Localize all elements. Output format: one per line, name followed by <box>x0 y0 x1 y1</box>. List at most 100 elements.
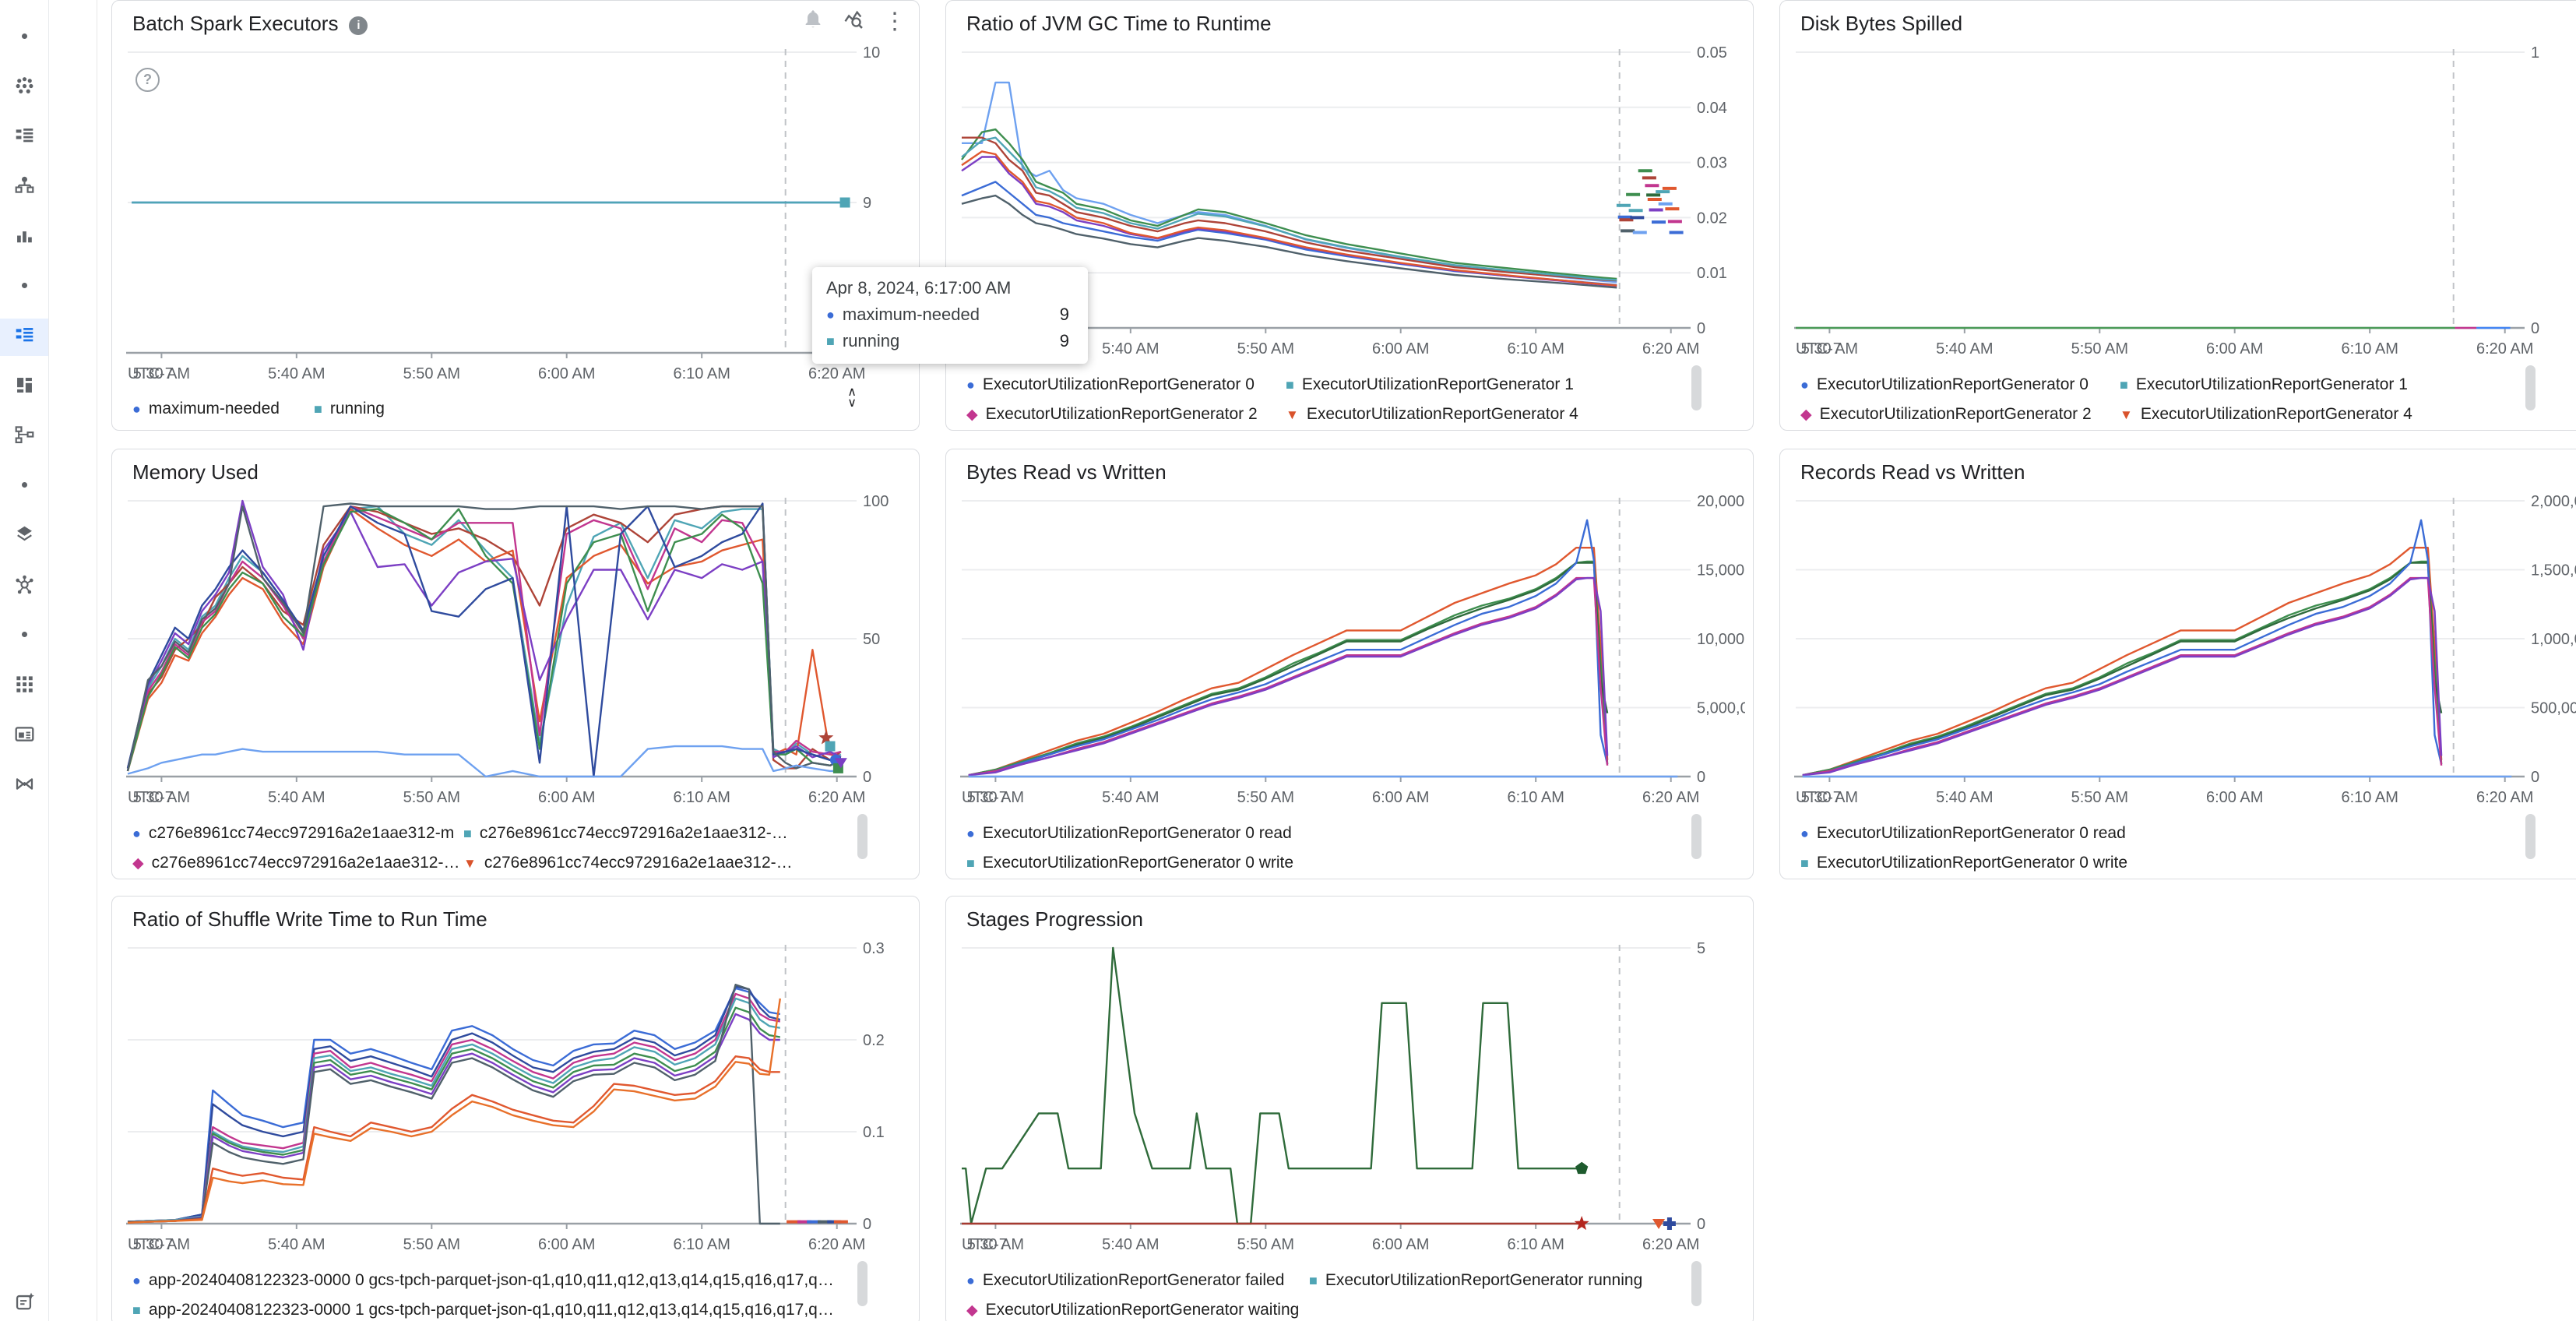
tree-icon <box>14 175 35 200</box>
svg-text:5: 5 <box>1697 940 1705 957</box>
legend-scrollbar[interactable] <box>2525 365 2536 410</box>
legend-item[interactable]: ● ExecutorUtilizationReportGenerator 0 re… <box>966 819 1332 848</box>
legend-item[interactable]: ◆ ExecutorUtilizationReportGenerator wait… <box>966 1295 1309 1321</box>
legend-item[interactable]: ● ExecutorUtilizationReportGenerator 0 <box>966 370 1286 400</box>
panel-title: Batch Spark Executors i <box>132 12 368 36</box>
sidebar-item-list-2[interactable] <box>0 119 48 157</box>
svg-text:5,000,000,000: 5,000,000,000 <box>1697 700 1745 717</box>
legend-label: ExecutorUtilizationReportGenerator 0 rea… <box>982 824 1292 842</box>
legend-collapse-button[interactable]: ∧ ∨ <box>847 386 857 410</box>
legend-label: maximum-needed <box>148 400 280 417</box>
sidebar-item-dot-0[interactable] <box>0 19 48 57</box>
legend-item[interactable]: ■ ExecutorUtilizationReportGenerator 1 <box>2120 370 2439 400</box>
legend-item[interactable]: ■ ExecutorUtilizationReportGenerator 0 wr… <box>1800 848 2166 878</box>
legend-square-icon: ■ <box>313 401 322 417</box>
legend-scrollbar[interactable] <box>857 814 867 859</box>
svg-text:5:40 AM: 5:40 AM <box>1102 789 1159 806</box>
legend-label: ExecutorUtilizationReportGenerator 0 <box>1816 375 2089 393</box>
svg-text:0.02: 0.02 <box>1697 210 1727 227</box>
chart-canvas[interactable]: 20,000,000,000 15,000,000,000 10,000,000,0… <box>960 493 1745 812</box>
sidebar-item-dot-12[interactable] <box>0 618 48 655</box>
legend-circle-icon: ● <box>132 826 141 841</box>
svg-text:5:50 AM: 5:50 AM <box>1237 789 1294 806</box>
chart-canvas[interactable]: 100 50 0 5:30 AM 5:40 AM 5:50 AM 6:00 AM 6:10 A… <box>126 493 911 812</box>
chart-canvas[interactable]: 10985:30 AM5:40 AM5:50 AM6:00 AM6:10 AM6… <box>126 44 911 389</box>
add-alert-icon[interactable] <box>802 9 824 34</box>
chart-canvas[interactable]: 0.3 0.2 0.1 0 5:30 AM 5:40 AM 5:50 AM 6:00 AM 6:… <box>126 940 911 1259</box>
legend-item[interactable]: ◆ ExecutorUtilizationReportGenerator 2 <box>966 400 1286 430</box>
svg-text:6:20 AM: 6:20 AM <box>808 1236 865 1253</box>
sidebar-item-dot-5[interactable] <box>0 269 48 306</box>
legend-scrollbar[interactable] <box>1691 814 1701 859</box>
legend-item[interactable]: ▼ ExecutorUtilizationReportGenerator 4 <box>2120 400 2439 430</box>
hub-icon <box>14 574 35 599</box>
tooltip-timestamp: Apr 8, 2024, 6:17:00 AM <box>826 278 1012 298</box>
panel-title: Records Read vs Written <box>1800 460 2025 484</box>
legend-scrollbar[interactable] <box>2525 814 2536 859</box>
svg-text:0.03: 0.03 <box>1697 155 1727 172</box>
legend-item[interactable]: ◆ c276e8961cc74ecc972916a2e1aae312-w-1 <box>132 848 463 879</box>
info-icon[interactable]: i <box>349 16 368 35</box>
legend-item[interactable]: ■ c276e8961cc74ecc972916a2e1aae312-w-0 <box>463 819 794 848</box>
legend-item[interactable]: ● maximum-needed <box>132 394 280 424</box>
svg-text:6:00 AM: 6:00 AM <box>538 789 595 806</box>
legend-item[interactable]: ◆ExecutorUtilizationReportGenerator 1 re… <box>1800 878 2166 879</box>
tooltip-row: ● maximum-needed 9 <box>826 305 1074 325</box>
svg-text:6:00 AM: 6:00 AM <box>1372 1236 1429 1253</box>
chart-canvas[interactable]: 5 0 5:30 AM 5:40 AM 5:50 AM 6:00 AM 6:10 AM 6:2… <box>960 940 1745 1259</box>
svg-text:5:30 AM: 5:30 AM <box>967 1236 1024 1253</box>
svg-text:UTC-7: UTC-7 <box>1796 340 1842 358</box>
legend-item[interactable]: ■ ExecutorUtilizationReportGenerator 1 <box>1286 370 1605 400</box>
sidebar-item-card-14[interactable] <box>0 717 48 755</box>
legend-item[interactable]: ● ExecutorUtilizationReportGenerator 0 re… <box>1800 819 2166 848</box>
legend-circle-icon: ● <box>1800 826 1809 841</box>
legend-item[interactable]: ● ExecutorUtilizationReportGenerator fail… <box>966 1266 1309 1295</box>
sidebar-item-widgets-7[interactable] <box>0 368 48 406</box>
legend-item[interactable]: ■ running <box>314 394 385 424</box>
legend-item[interactable]: ● app-20240408122323-0000 0 gcs-tpch-parq… <box>132 1266 841 1295</box>
legend-label: ExecutorUtilizationReportGenerator waiti… <box>985 1301 1300 1319</box>
chart-legend: ● ExecutorUtilizationReportGenerator 0 re… <box>1800 819 2509 879</box>
svg-text:5:40 AM: 5:40 AM <box>1936 789 1993 806</box>
chart-canvas[interactable]: 1 0 5:30 AM 5:40 AM 5:50 AM 6:00 AM 6:10 AM 6:2… <box>1794 44 2576 364</box>
svg-text:6:00 AM: 6:00 AM <box>1372 789 1429 806</box>
more-options-icon[interactable]: ⋮ <box>883 8 906 34</box>
svg-text:6:20 AM: 6:20 AM <box>1642 340 1699 358</box>
legend-item[interactable]: ▼ ExecutorUtilizationReportGenerator 4 <box>1286 400 1605 430</box>
explore-chart-icon[interactable] <box>843 9 864 34</box>
svg-text:0.1: 0.1 <box>863 1124 885 1141</box>
legend-diamond-icon: ◆ <box>132 855 144 872</box>
legend-item[interactable]: ▼ c276e8961cc74ecc972916a2e1aae312-w-2 <box>463 848 794 879</box>
legend-item[interactable]: ● ExecutorUtilizationReportGenerator 0 <box>1800 370 2120 400</box>
legend-item[interactable]: ■ ExecutorUtilizationReportGenerator runn… <box>1309 1266 1652 1295</box>
legend-scrollbar[interactable] <box>857 1261 867 1306</box>
legend-item[interactable]: ■ ExecutorUtilizationReportGenerator 0 wr… <box>966 848 1332 878</box>
sidebar-item-grid-13[interactable] <box>0 668 48 705</box>
panel-ratio-of-shuffle-write-time-to-run-time: Ratio of Shuffle Write Time to Run Time 0… <box>111 896 920 1321</box>
panel-title: Disk Bytes Spilled <box>1800 12 1962 36</box>
panel-title-text: Batch Spark Executors <box>132 12 339 35</box>
legend-item[interactable]: ◆ExecutorUtilizationReportGenerator 1 re… <box>966 878 1332 879</box>
help-icon[interactable]: ? <box>135 68 160 92</box>
sidebar-item-flow-8[interactable] <box>0 418 48 456</box>
sidebar-item-dot-9[interactable] <box>0 468 48 506</box>
sidebar-item-tree-3[interactable] <box>0 169 48 206</box>
svg-text:UTC-7: UTC-7 <box>962 789 1008 806</box>
legend-item[interactable]: ◆ ExecutorUtilizationReportGenerator 2 <box>1800 400 2120 430</box>
sidebar-item-compose[interactable] <box>0 1285 48 1321</box>
sidebar-item-bar-chart-4[interactable] <box>0 219 48 256</box>
legend-item[interactable]: ● c276e8961cc74ecc972916a2e1aae312-m <box>132 819 463 848</box>
sidebar-item-hub-11[interactable] <box>0 568 48 605</box>
legend-scrollbar[interactable] <box>1691 1261 1701 1306</box>
sidebar-item-list-6[interactable] <box>0 319 48 356</box>
sidebar-item-layers-10[interactable] <box>0 518 48 555</box>
chart-canvas[interactable]: 2,000,000,000 1,500,000,000 1,000,000,000 5… <box>1794 493 2576 812</box>
legend-scrollbar[interactable] <box>1691 365 1701 410</box>
sidebar-item-bookmark-15[interactable] <box>0 767 48 805</box>
svg-text:0: 0 <box>1697 769 1705 786</box>
sidebar-item-cluster-1[interactable] <box>0 69 48 107</box>
panel-title-text: Bytes Read vs Written <box>966 460 1167 484</box>
svg-text:0: 0 <box>863 769 871 786</box>
legend-item[interactable]: ■ app-20240408122323-0000 1 gcs-tpch-parq… <box>132 1295 841 1321</box>
